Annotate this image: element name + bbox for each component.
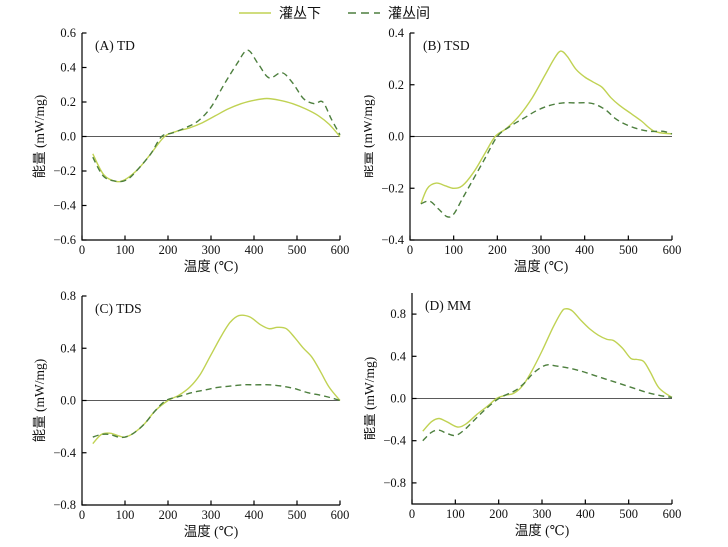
x-tick-label: 600 <box>663 243 682 257</box>
series-between-shrub <box>420 101 673 218</box>
x-tick-label: 300 <box>202 508 221 522</box>
legend-solid-line-icon <box>239 12 271 14</box>
x-tick-label: 500 <box>619 507 638 521</box>
legend-item-between-shrub: 灌丛间 <box>347 3 430 23</box>
legend-label-under-shrub: 灌丛下 <box>279 7 321 22</box>
series-under-shrub <box>420 50 673 205</box>
series-under-shrub <box>92 97 341 183</box>
x-tick-label: 400 <box>245 243 264 257</box>
x-tick-label: 600 <box>331 243 350 257</box>
y-tick-label: 0.8 <box>390 307 406 321</box>
y-tick-label: −0.4 <box>383 434 406 448</box>
y-tick-label: 0.4 <box>60 61 76 75</box>
x-axis-label: 温度 (℃) <box>514 259 568 274</box>
y-axis-label: 能量 (mW/mg) <box>32 95 47 179</box>
x-tick-label: 200 <box>488 243 507 257</box>
y-tick-label: 0.4 <box>60 341 76 355</box>
panel-title: (A) TD <box>95 38 135 53</box>
x-tick-label: 500 <box>619 243 638 257</box>
y-tick-label: −0.8 <box>53 498 76 512</box>
x-tick-label: 0 <box>409 507 415 521</box>
y-tick-label: 0.8 <box>60 289 76 303</box>
x-tick-label: 300 <box>532 243 551 257</box>
legend-item-under-shrub: 灌丛下 <box>238 3 321 23</box>
legend-label-between-shrub: 灌丛间 <box>388 7 430 22</box>
y-tick-label: 0.0 <box>60 130 76 144</box>
y-tick-label: 0.2 <box>60 95 76 109</box>
series-under-shrub <box>92 314 341 445</box>
y-tick-label: −0.4 <box>53 446 76 460</box>
y-tick-label: −0.2 <box>381 181 404 195</box>
series-between-shrub <box>92 384 341 439</box>
y-tick-label: −0.4 <box>53 199 76 213</box>
y-tick-label: 0.4 <box>390 349 406 363</box>
x-axis-label: 温度 (℃) <box>515 523 569 538</box>
y-tick-label: 0.0 <box>60 394 76 408</box>
y-tick-label: 0.0 <box>390 392 406 406</box>
x-tick-label: 100 <box>116 508 135 522</box>
chart-panel-d-mm: −0.8 −0.4 0.0 0.4 0.8 0 100 200 300 400 500 600 (D) … <box>364 293 682 538</box>
y-tick-label: −0.4 <box>381 233 404 247</box>
y-axis-label: 能量 (mW/mg) <box>364 95 375 179</box>
x-tick-label: 400 <box>576 507 595 521</box>
y-tick-label: −0.8 <box>383 476 406 490</box>
x-tick-label: 0 <box>79 243 85 257</box>
chart-panel-b-tsd: −0.4 −0.2 0.0 0.2 0.4 0 100 200 300 400 500 600 (B) … <box>364 26 682 274</box>
y-tick-label: 0.2 <box>388 78 404 92</box>
panel-title: (B) TSD <box>423 38 470 53</box>
y-tick-label: 0.4 <box>388 26 404 40</box>
x-tick-label: 500 <box>288 508 307 522</box>
chart-panel-a-td: −0.6 −0.4 −0.2 0.0 0.2 0.4 0.6 0 100 200 300 400 500… <box>32 26 350 274</box>
panel-title: (C) TDS <box>95 301 142 316</box>
x-tick-label: 100 <box>444 243 463 257</box>
x-tick-label: 300 <box>533 507 552 521</box>
x-tick-label: 100 <box>116 243 135 257</box>
y-tick-label: 0.6 <box>60 26 76 40</box>
x-tick-label: 0 <box>79 508 85 522</box>
x-tick-label: 100 <box>446 507 465 521</box>
x-tick-label: 400 <box>575 243 594 257</box>
x-tick-label: 500 <box>288 243 307 257</box>
y-axis-label: 能量 (mW/mg) <box>32 359 47 443</box>
y-tick-label: −0.2 <box>53 164 76 178</box>
x-tick-label: 200 <box>159 508 178 522</box>
x-tick-label: 300 <box>202 243 221 257</box>
x-tick-label: 0 <box>407 243 413 257</box>
series-under-shrub <box>422 308 673 432</box>
y-tick-label: −0.6 <box>53 233 76 247</box>
series-between-shrub <box>422 363 673 442</box>
panel-title: (D) MM <box>425 298 471 313</box>
x-tick-label: 600 <box>663 507 682 521</box>
x-tick-label: 200 <box>159 243 178 257</box>
legend: 灌丛下 灌丛间 <box>0 2 728 24</box>
x-tick-label: 600 <box>331 508 350 522</box>
x-axis-label: 温度 (℃) <box>184 524 238 539</box>
y-axis-label: 能量 (mW/mg) <box>364 357 377 441</box>
chart-panel-c-tds: −0.8 −0.4 0.0 0.4 0.8 0 100 200 300 400 500 600 (C) … <box>32 289 350 539</box>
y-tick-label: 0.0 <box>388 130 404 144</box>
x-axis-label: 温度 (℃) <box>184 259 238 274</box>
legend-dashed-line-icon <box>348 12 380 14</box>
x-tick-label: 200 <box>489 507 508 521</box>
x-tick-label: 400 <box>245 508 264 522</box>
